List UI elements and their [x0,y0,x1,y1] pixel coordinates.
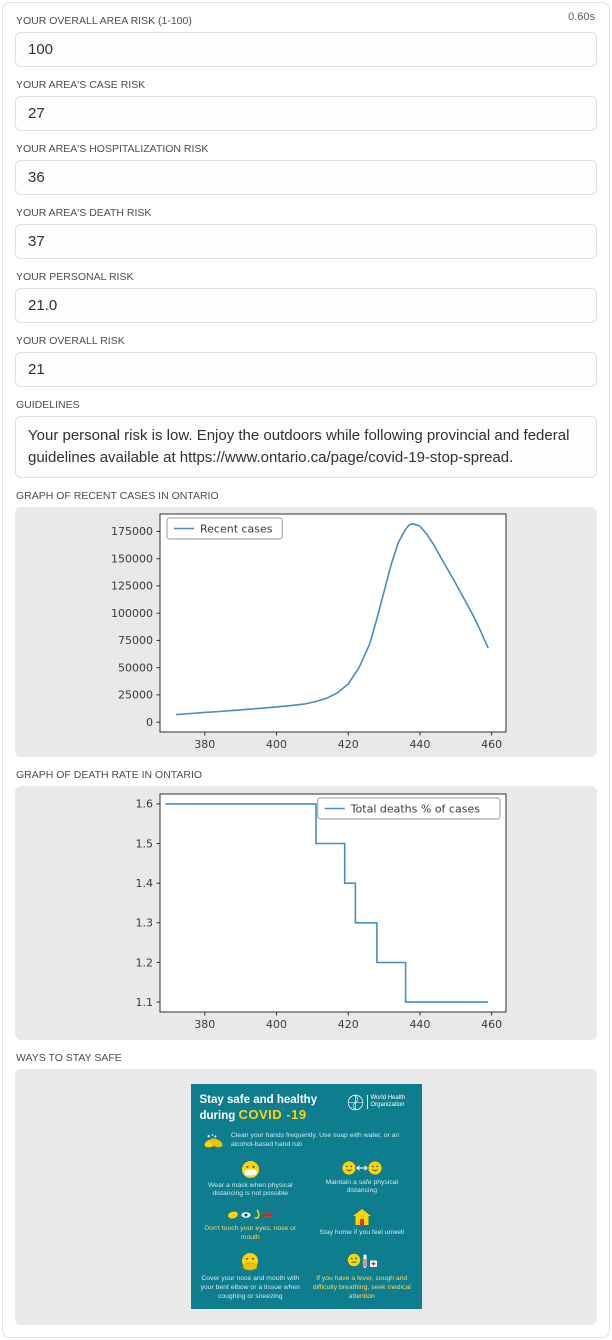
svg-text:460: 460 [481,1018,502,1031]
stay-home-text: Stay home if you feel unwell [319,1229,405,1237]
house-icon [352,1209,371,1226]
svg-text:440: 440 [409,738,430,751]
infographic-title: Stay safe and healthy during COVID -19 [200,1094,318,1124]
svg-text:420: 420 [338,1018,359,1031]
mask-cell: Wear a mask when physical distancing is … [200,1160,302,1200]
svg-text:1.1: 1.1 [136,995,154,1008]
svg-text:380: 380 [194,738,215,751]
guidelines-text[interactable]: Your personal risk is low. Enjoy the out… [15,416,597,478]
svg-text:380: 380 [194,1018,215,1031]
svg-text:Recent cases: Recent cases [200,522,273,535]
svg-text:440: 440 [409,1018,430,1031]
personal-risk-input[interactable] [15,288,597,323]
overall-area-risk-input[interactable] [15,32,597,67]
field-label: YOUR AREA'S DEATH RISK [16,207,152,219]
svg-text:125000: 125000 [111,579,153,592]
safety-image-panel: Stay safe and healthy during COVID -19 W… [15,1068,597,1325]
field-case-risk: YOUR AREA'S CASE RISK [15,79,597,131]
field-hospitalization-risk: YOUR AREA'S HOSPITALIZATION RISK [15,143,597,195]
svg-text:420: 420 [338,738,359,751]
deaths-chart-label: GRAPH OF DEATH RATE IN ONTARIO [16,768,203,781]
death-risk-input[interactable] [15,224,597,259]
distance-text: Maintain a safe physical distancing [325,1178,399,1195]
svg-text:400: 400 [266,1018,287,1031]
who-emblem-icon [347,1094,363,1110]
svg-text:75000: 75000 [118,634,153,647]
who-infographic: Stay safe and healthy during COVID -19 W… [190,1083,422,1310]
overall-risk-input[interactable] [15,352,597,387]
svg-text:1.4: 1.4 [136,876,154,889]
svg-text:Total deaths % of cases: Total deaths % of cases [350,802,481,815]
field-personal-risk: YOUR PERSONAL RISK [15,271,597,323]
svg-text:1.3: 1.3 [136,916,154,929]
svg-text:1.5: 1.5 [136,837,154,850]
svg-text:25000: 25000 [118,688,153,701]
svg-text:1.6: 1.6 [136,797,154,810]
field-label: YOUR PERSONAL RISK [16,271,134,283]
cases-chart-panel: 380 400 420 440 460 0 25000 50000 75000 100000 125… [15,506,597,757]
face-touch-cell: Don't touch your eyes, nose or mouth [200,1208,302,1243]
field-overall-risk: YOUR OVERALL RISK [15,335,597,387]
svg-text:0: 0 [146,715,153,728]
hospitalization-risk-input[interactable] [15,160,597,195]
field-guidelines: GUIDELINES Your personal risk is low. En… [15,399,597,478]
field-overall-area-risk: YOUR OVERALL AREA RISK (1-100) [15,15,597,67]
svg-text:100000: 100000 [111,606,153,619]
svg-text:150000: 150000 [111,552,153,565]
mask-text: Wear a mask when physical distancing is … [208,1181,293,1198]
death-rate-chart: 380 400 420 440 460 1.1 1.2 1.3 1.4 1.5 1.6 Total d… [136,793,507,1031]
field-label: YOUR OVERALL RISK [16,335,125,347]
title-line1: Stay safe and healthy [199,1093,318,1106]
infographic-header: Stay safe and healthy during COVID -19 W… [200,1094,413,1124]
mask-face-icon [241,1160,259,1178]
safety-label: WAYS TO STAY SAFE [16,1051,122,1064]
face-touch-text: Don't touch your eyes, nose or mouth [204,1225,297,1242]
title-line2: during COVID -19 [199,1106,307,1122]
field-label: YOUR OVERALL AREA RISK (1-100) [16,15,192,27]
case-risk-input[interactable] [15,96,597,131]
fever-text: If you have a fever, cough and difficult… [312,1274,411,1300]
handwash-row: Clean your hands frequently. Use soap wi… [202,1130,411,1152]
infographic-grid: Wear a mask when physical distancing is … [200,1160,413,1302]
stay-home-cell: Stay home if you feel unwell [311,1208,413,1243]
cough-text: Cover your nose and mouth with your bent… [200,1274,300,1300]
fever-cell: If you have a fever, cough and difficult… [311,1252,413,1301]
svg-text:460: 460 [481,738,502,751]
covid19-highlight: COVID -19 [238,1106,307,1122]
cases-chart-label: GRAPH OF RECENT CASES IN ONTARIO [16,489,219,502]
field-label: YOUR AREA'S CASE RISK [16,79,146,91]
distance-cell: Maintain a safe physical distancing [311,1160,413,1200]
field-death-risk: YOUR AREA'S DEATH RISK [15,207,597,259]
duration-badge: 0.60s [568,11,595,23]
fever-thermometer-icon [347,1253,377,1268]
who-logo: World Health Organization [347,1094,413,1111]
handwash-text: Clean your hands frequently. Use soap wi… [230,1131,400,1148]
death-rate-chart-panel: 380 400 420 440 460 1.1 1.2 1.3 1.4 1.5 1.6 Total d… [15,785,597,1040]
physical-distance-icon [342,1161,382,1175]
handwash-icon [203,1133,222,1147]
eyes-nose-mouth-icon [228,1209,273,1220]
cover-cough-icon [242,1252,259,1271]
cough-cell: Cover your nose and mouth with your bent… [200,1252,302,1301]
svg-text:175000: 175000 [111,525,153,538]
field-label: YOUR AREA'S HOSPITALIZATION RISK [16,143,209,155]
guidelines-label: GUIDELINES [16,399,80,411]
svg-text:50000: 50000 [118,661,153,674]
svg-text:400: 400 [266,738,287,751]
recent-cases-chart: 380 400 420 440 460 0 25000 50000 75000 100000 125… [111,513,507,751]
svg-text:1.2: 1.2 [136,956,154,969]
who-name: World Health Organization [366,1095,413,1109]
